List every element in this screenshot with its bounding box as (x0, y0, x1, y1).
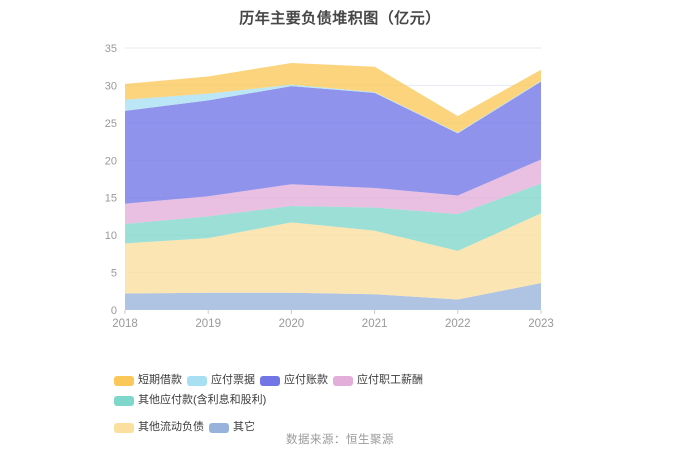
legend-swatch-icon (333, 375, 353, 386)
legend-item-1[interactable]: 应付票据 (187, 374, 255, 387)
data-source: 数据来源：恒生聚源 (286, 434, 394, 446)
x-axis-label: 2022 (445, 318, 471, 330)
legend-label: 应付账款 (284, 374, 328, 386)
area-band-5 (125, 213, 541, 300)
area-band-2 (125, 81, 541, 204)
legend-label: 其他应付款(含利息和股利) (138, 394, 267, 406)
legend-label: 其它 (233, 421, 255, 433)
chart-title: 历年主要负债堆积图（亿元） (239, 10, 441, 27)
chart-legend: 短期借款 应付票据 应付账款 应付职工薪酬其他应付款(含利息和股利) 其他流动负债 其它 (114, 374, 566, 434)
y-axis-label: 35 (105, 43, 117, 55)
y-axis-label: 15 (105, 193, 117, 205)
legend-item-5[interactable]: 其他流动负债 (114, 421, 204, 434)
y-axis-label: 30 (105, 80, 117, 92)
legend-item-3[interactable]: 应付职工薪酬 (333, 374, 423, 387)
y-axis-label: 5 (111, 268, 117, 280)
area-band-0 (125, 62, 541, 133)
stacked-area-chart: 0 5 10 15 20 25 30 35 2018 2019 2020 2021 2022 2023 (105, 43, 554, 330)
y-axis-label: 0 (111, 305, 117, 317)
legend-item-6[interactable]: 其它 (209, 421, 255, 434)
legend-label: 应付票据 (211, 374, 255, 386)
legend-swatch-icon (209, 422, 229, 433)
legend-item-0[interactable]: 短期借款 (114, 374, 182, 387)
area-band-1 (125, 80, 541, 134)
legend-label: 短期借款 (138, 374, 182, 386)
legend-swatch-icon (187, 375, 207, 386)
legend-item-2[interactable]: 应付账款 (260, 374, 328, 387)
x-axis-label: 2021 (362, 318, 388, 330)
legend-label: 应付职工薪酬 (357, 374, 423, 386)
legend-swatch-icon (114, 395, 134, 406)
area-band-6 (125, 283, 541, 310)
x-axis-label: 2018 (112, 318, 138, 330)
y-axis-label: 25 (105, 118, 117, 130)
area-band-3 (125, 159, 541, 224)
x-axis-label: 2019 (195, 318, 221, 330)
legend-swatch-icon (114, 375, 134, 386)
legend-item-4[interactable]: 其他应付款(含利息和股利) (114, 394, 266, 407)
y-axis-label: 20 (105, 155, 117, 167)
legend-swatch-icon (260, 375, 280, 386)
x-axis-label: 2023 (528, 318, 554, 330)
area-band-4 (125, 183, 541, 251)
x-axis-label: 2020 (279, 318, 305, 330)
legend-label: 其他流动负债 (138, 421, 204, 433)
legend-swatch-icon (114, 422, 134, 433)
y-axis-label: 10 (105, 230, 117, 242)
